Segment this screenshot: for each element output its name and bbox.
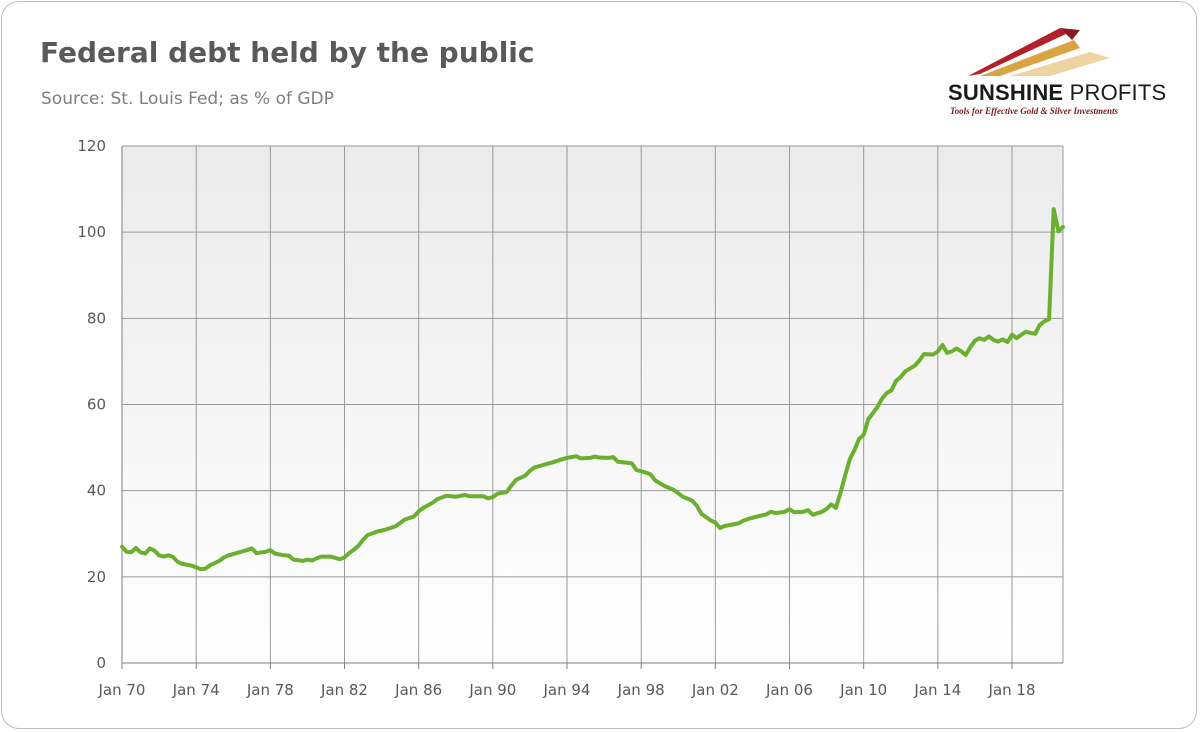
x-tick-label: Jan 82 <box>320 681 368 699</box>
x-tick-label: Jan 06 <box>765 681 813 699</box>
x-tick-label: Jan 90 <box>468 681 516 699</box>
x-tick-label: Jan 10 <box>839 681 887 699</box>
y-tick-label: 40 <box>87 482 106 500</box>
logo-name-regular: PROFITS <box>1069 80 1167 105</box>
y-tick-labels: 0 20 40 60 80 100 120 <box>77 137 106 672</box>
logo-name-bold: SUNSHINE <box>948 80 1064 105</box>
debt-series-line <box>120 207 1065 572</box>
gridlines <box>122 145 1063 663</box>
y-tick-label: 100 <box>77 223 106 241</box>
x-tick-label: Jan 94 <box>543 681 591 699</box>
logo-swoosh-icon <box>968 28 1110 76</box>
y-tick-label: 0 <box>96 654 106 672</box>
chart-subtitle: Source: St. Louis Fed; as % of GDP <box>41 89 334 109</box>
x-tick-label: Jan 18 <box>988 681 1036 699</box>
x-tick-label: Jan 70 <box>98 681 146 699</box>
x-tick-label: Jan 98 <box>617 681 665 699</box>
y-tick-label: 20 <box>87 568 106 586</box>
logo-light-stroke <box>1010 52 1110 76</box>
x-tick-label: Jan 74 <box>172 681 220 699</box>
y-tick-label: 80 <box>87 309 106 327</box>
x-tick-label: Jan 86 <box>394 681 442 699</box>
logo-red-stroke <box>968 28 1066 76</box>
logo-red-tip <box>1060 28 1080 40</box>
x-tick-label: Jan 78 <box>246 681 294 699</box>
sunshine-profits-logo: SUNSHINE PROFITS Tools for Effective Gol… <box>940 18 1180 128</box>
y-tick-label: 120 <box>77 137 106 155</box>
x-tick-label: Jan 02 <box>691 681 739 699</box>
axes <box>121 146 1064 669</box>
x-tick-labels: Jan 70 Jan 74 Jan 78 Jan 82 Jan 86 Jan 90 Jan … <box>98 681 1036 699</box>
x-tick-label: Jan 14 <box>913 681 961 699</box>
chart-title: Federal debt held by the public <box>40 36 535 69</box>
logo-brand-name: SUNSHINE PROFITS <box>948 80 1166 106</box>
logo-gold-stroke <box>980 40 1080 76</box>
logo-tagline: Tools for Effective Gold & Silver Invest… <box>950 106 1118 116</box>
y-tick-label: 60 <box>87 396 106 414</box>
